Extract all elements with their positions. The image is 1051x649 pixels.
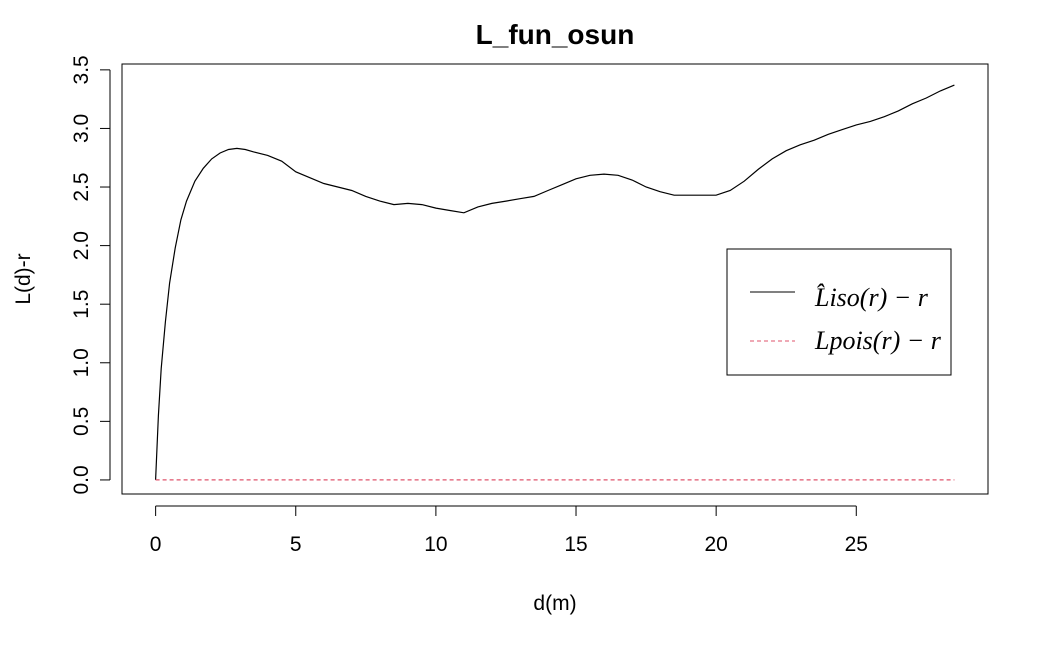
legend-entry-lhat-iso: L̂iso(r) − r	[814, 283, 929, 312]
legend-box	[726, 248, 952, 376]
x-tick-label: 20	[704, 533, 727, 556]
x-tick-label: 15	[564, 533, 587, 556]
y-tick-label: 2.0	[70, 231, 93, 260]
y-tick-label: 3.0	[70, 114, 93, 143]
y-tick-label: 2.5	[70, 172, 93, 201]
y-axis: 0.0 0.5 1.0 1.5 2.0 2.5 3.0 3.5	[70, 55, 111, 495]
chart-title: L_fun_osun	[476, 19, 635, 50]
x-tick-label: 10	[424, 533, 447, 556]
legend-entry-lpois: Lpois(r) − r	[814, 326, 942, 355]
legend: L̂iso(r) − r Lpois(r) − r	[726, 248, 952, 376]
series-line-lhat-iso	[155, 84, 955, 480]
y-tick-label: 1.5	[70, 290, 93, 319]
y-tick-label: 3.5	[70, 55, 93, 84]
x-axis-label: d(m)	[533, 592, 576, 615]
x-tick-label: 0	[150, 533, 162, 556]
y-tick-label: 0.0	[70, 465, 93, 494]
y-tick-label: 1.0	[70, 348, 93, 377]
x-tick-label: 25	[845, 533, 868, 556]
y-tick-label: 0.5	[70, 407, 93, 436]
x-axis: 0 5 10 15 20 25	[150, 505, 868, 556]
x-tick-label: 5	[290, 533, 302, 556]
plot-area-frame	[121, 63, 989, 495]
y-axis-label: L(d)-r	[12, 253, 35, 304]
series-layer	[155, 84, 955, 481]
